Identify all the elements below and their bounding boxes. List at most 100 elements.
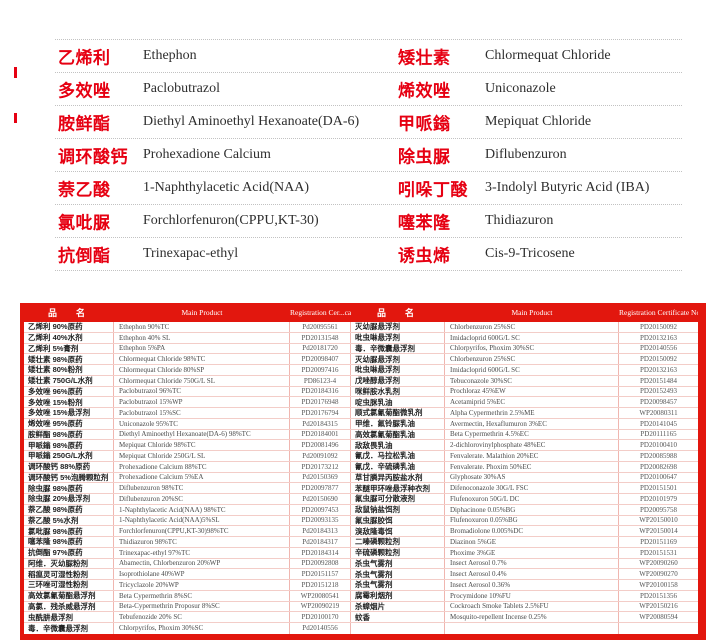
product-name-cell-left: 萘乙酸 98%原药 [24, 504, 114, 515]
list-item: 氯吡脲 Forchlorfenuron(CPPU,KT-30) 噻苯隆 Thid… [55, 205, 682, 238]
registration-no-cell-right: PD20132163 [640, 333, 677, 342]
registration-no-cell-right: WP20150010 [639, 516, 678, 525]
page-edge-accent [14, 113, 17, 123]
registration-no-cell-right: WP20080594 [639, 613, 678, 622]
product-name-cell-right: 氰戊．辛硫磷乳油 [351, 461, 445, 472]
product-name-cell-right: 腐霉利烟剂 [351, 590, 445, 601]
english-name-right: Mepiquat Chloride [485, 114, 592, 129]
main-product-cell-right: Cockroach Smoke Tablets 2.5%FU [445, 601, 619, 612]
table-row: 矮壮素 750G/L水剂 Chlormequat Chloride 750G/L… [24, 375, 698, 387]
registration-no-cell-left: Pd20150690 [290, 494, 351, 504]
main-product-cell-left: Isoprothiolane 40%WP [114, 569, 290, 579]
chinese-name-right: 噻苯隆 [398, 213, 451, 233]
main-product-cell-left: Diflubenzuron 98%TC [114, 483, 290, 493]
main-product-cell-left: Beta-Cypermethrin Proposur 8%SC [114, 601, 290, 612]
registration-no-cell-right: PD20151501 [640, 484, 677, 493]
chinese-name-right: 除虫脲 [398, 147, 451, 167]
main-product-cell-right: Procymidone 10%FU [445, 590, 619, 601]
main-product-cell-left: Diethyl Aminoethyl Hexanoate(DA-6) 98%TC [114, 429, 290, 440]
product-name-cell-left: 乙烯利 40%水剂 [24, 332, 114, 343]
registration-no-cell-right: PD20111165 [640, 430, 677, 439]
registration-no-cell-left: PD20151218 [290, 580, 351, 590]
table-body: 乙烯利 90%原药 Ethephon 90%TC Pd20095561 灭幼脲悬… [24, 322, 698, 634]
product-name-cell-left: 噻苯隆 98%原药 [24, 537, 114, 547]
product-name-cell-left: 乙烯利 90%原药 [24, 322, 114, 332]
product-name-cell-left: 矮壮素 98%原药 [24, 354, 114, 364]
chinese-name-right: 矮壮素 [398, 48, 451, 68]
product-name-cell-left: 胺鲜酯 98%原药 [24, 429, 114, 440]
product-name-cell-right: 敌鼠钠盐饵剂 [351, 504, 445, 515]
main-product-cell-left: Prohexadione Calcium 5%EA [114, 472, 290, 483]
product-name-cell-left: 多效唑 96%原药 [24, 386, 114, 397]
table-row: 调环酸钙 5%泡腾颗粒剂 Prohexadione Calcium 5%EA P… [24, 472, 698, 484]
registration-no-cell-left: Pd20184317 [290, 537, 351, 547]
registration-no-cell-left: PD20098407 [290, 354, 351, 364]
registration-no-cell-right [619, 623, 698, 634]
main-product-cell-left: Abamectin, Chlorbenzuron 20%WP [114, 558, 290, 569]
registration-no-cell-left: PD86123-4 [290, 375, 351, 386]
registration-no-cell-right: PD20100647 [640, 473, 677, 482]
registration-no-cell-left: PD20176794 [290, 408, 351, 418]
registration-no-cell-left: Pd20184315 [290, 418, 351, 429]
main-product-cell-right: Glyphosate 30%AS [445, 472, 619, 483]
english-name-left: Forchlorfenuron(CPPU,KT-30) [143, 213, 319, 228]
english-name-right: Uniconazole [485, 81, 556, 96]
header-main-product-left: Main Product [181, 308, 223, 317]
product-name-cell-right: 氟虫脲胶饵 [351, 515, 445, 526]
main-product-cell-left: Tricyclazole 20%WP [114, 580, 290, 590]
registration-no-cell-right: PD20150092 [640, 322, 677, 331]
table-row: 除虫脲 98%原药 Diflubenzuron 98%TC PD20097877… [24, 483, 698, 494]
registration-no-cell-left: PD20173212 [290, 461, 351, 472]
main-product-cell-right: Flufenoxuron 50G/L DC [445, 494, 619, 504]
registration-table: 品 名 Main Product Registration Cer...cate… [20, 303, 706, 640]
registration-no-cell-left: WP20080541 [290, 590, 351, 601]
product-name-cell-left: 乙烯利 5%膏剂 [24, 343, 114, 354]
registration-no-cell-right: WP20100158 [639, 580, 678, 589]
chinese-name-left: 氯吡脲 [58, 213, 111, 233]
english-name-right: 3-Indolyl Butyric Acid (IBA) [485, 180, 650, 195]
chinese-name-left: 抗倒酯 [58, 246, 111, 266]
english-name-right: Chlormequat Chloride [485, 48, 611, 63]
list-item: 萘乙酸 1-Naphthylacetic Acid(NAA) 吲哚丁酸 3-In… [55, 172, 682, 205]
product-name-cell-right: 二嗪磷颗粒剂 [351, 537, 445, 547]
registration-no-cell-right: PD20100410 [640, 441, 677, 450]
registration-no-cell-left: PD20097877 [290, 483, 351, 493]
product-name-cell-left: 高氯．残杀威悬浮剂 [24, 601, 114, 612]
registration-no-cell-left: PD20184001 [290, 429, 351, 440]
main-product-cell-right: Insect Aerosol 0.7% [445, 558, 619, 569]
registration-no-cell-right: PD20098457 [640, 398, 677, 407]
main-product-cell-right: Chlorbenzuron 25%SC [445, 354, 619, 364]
registration-no-cell-right: PD20150092 [640, 355, 677, 364]
product-name-cell-right: 高效氯氰菊酯乳油 [351, 429, 445, 440]
table-row: 烯效唑 95%原药 Uniconazole 95%TC Pd20184315 甲… [24, 418, 698, 430]
product-name-cell-right: 咪鲜胺水乳剂 [351, 386, 445, 397]
table-row: 毒．辛微囊悬浮剂 Chlorpyrifos, Phoxim 30%SC Pd20… [24, 623, 698, 634]
product-name-cell-right: 辛硫磷颗粒剂 [351, 547, 445, 558]
registration-no-cell-right: PD20095758 [640, 505, 677, 514]
registration-no-cell-right: WP20150014 [639, 527, 678, 536]
registration-no-cell-left: PD20131548 [290, 332, 351, 343]
main-product-cell-right: Phoxime 3%GE [445, 547, 619, 558]
chinese-name-right: 吲哚丁酸 [398, 180, 468, 200]
table-row: 阿维．灭幼脲粉剂 Abamectin, Chlorbenzuron 20%WP … [24, 558, 698, 570]
product-name-cell-right: 杀虫气雾剂 [351, 580, 445, 590]
product-name-cell-right: 灭幼脲悬浮剂 [351, 322, 445, 332]
english-name-right: Diflubenzuron [485, 147, 567, 162]
table-row: 高效氯氰菊酯悬浮剂 Beta Cypermethrin 8%SC WP20080… [24, 590, 698, 602]
product-name-cell-left: 高效氯氰菊酯悬浮剂 [24, 590, 114, 601]
main-product-cell-left: Uniconazole 95%TC [114, 418, 290, 429]
main-product-cell-left: Diflubenzuron 20%SC [114, 494, 290, 504]
english-name-left: Prohexadione Calcium [143, 147, 271, 162]
product-name-cell-left: 多效唑 15%悬浮剂 [24, 408, 114, 418]
main-product-cell-right: Avermectin, Hexaflumuron 3%EC [445, 418, 619, 429]
product-name-cell-left: 矮壮素 750G/L水剂 [24, 375, 114, 386]
main-product-cell-left: Chlormequat Chloride 750G/L SL [114, 375, 290, 386]
registration-no-cell-right: PD20151531 [640, 548, 677, 557]
table-row: 矮壮素 98%原药 Chlormequat Chloride 98%TC PD2… [24, 354, 698, 365]
main-product-cell-right: Fenvalerate. Phoxim 50%EC [445, 461, 619, 472]
chinese-name-right: 甲哌鎓 [398, 114, 451, 134]
registration-no-cell-right: PD20101979 [640, 494, 677, 503]
main-product-cell-right: Diazinon 5%GE [445, 537, 619, 547]
product-name-cell-right: 氟虫脲可分散液剂 [351, 494, 445, 504]
table-row: 噻苯隆 98%原药 Thidiazuron 98%TC Pd20184317 二… [24, 537, 698, 548]
